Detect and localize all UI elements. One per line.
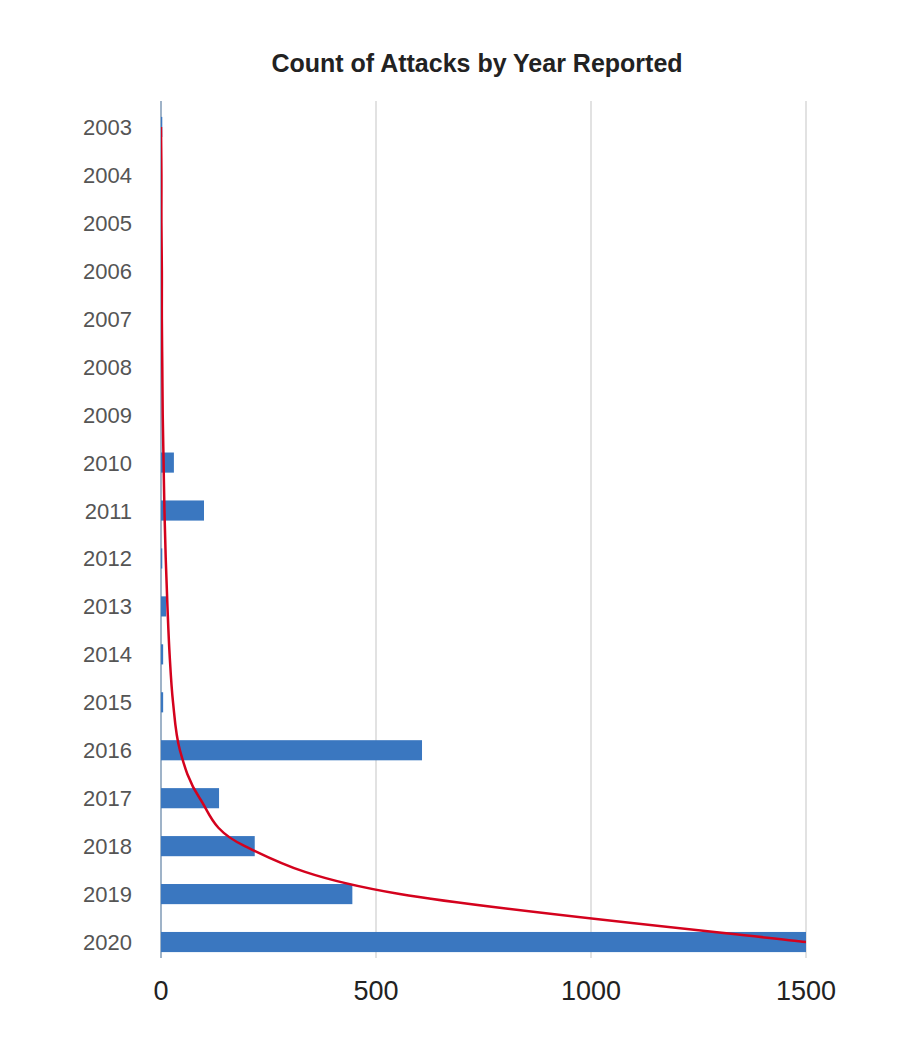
bar — [161, 644, 163, 664]
y-tick-label: 2019 — [83, 882, 132, 907]
x-axis-line — [161, 958, 806, 959]
bar — [161, 692, 163, 712]
y-tick-label: 2011 — [85, 499, 132, 524]
bar — [161, 932, 806, 952]
bar — [161, 836, 255, 856]
bar — [161, 788, 219, 808]
x-tick-label: 500 — [353, 976, 398, 1006]
y-tick-label: 2003 — [83, 115, 132, 140]
bar — [161, 596, 166, 616]
y-tick-label: 2006 — [83, 259, 132, 284]
y-tick-label: 2017 — [83, 786, 132, 811]
bar — [161, 884, 352, 904]
grid — [161, 101, 806, 958]
x-tick-label: 1500 — [776, 976, 836, 1006]
y-tick-label: 2014 — [83, 642, 132, 667]
y-tick-label: 2018 — [83, 834, 132, 859]
grid-line — [590, 101, 592, 958]
bar — [161, 740, 422, 760]
x-tick-label: 0 — [153, 976, 168, 1006]
x-tick-label: 1000 — [561, 976, 621, 1006]
y-tick-label: 2005 — [83, 211, 132, 236]
y-tick-label: 2012 — [83, 546, 132, 571]
trend-line — [161, 127, 806, 942]
y-tick-label: 2013 — [83, 594, 132, 619]
y-tick-label: 2015 — [83, 690, 132, 715]
y-tick-label: 2016 — [83, 738, 132, 763]
y-tick-label: 2004 — [83, 163, 132, 188]
y-tick-label: 2020 — [83, 930, 132, 955]
y-tick-label: 2009 — [83, 403, 132, 428]
bar — [161, 548, 162, 568]
chart-title: Count of Attacks by Year Reported — [271, 49, 682, 77]
plot-area — [161, 117, 806, 952]
y-tick-label: 2008 — [83, 355, 132, 380]
chart-container: Count of Attacks by Year Reported 0 500 100… — [0, 0, 916, 1052]
y-tick-label: 2010 — [83, 451, 132, 476]
grid-line — [805, 101, 807, 958]
grid-line — [375, 101, 377, 958]
bar — [161, 500, 204, 520]
chart-svg: Count of Attacks by Year Reported 0 500 100… — [0, 0, 916, 1052]
y-tick-label: 2007 — [83, 307, 132, 332]
